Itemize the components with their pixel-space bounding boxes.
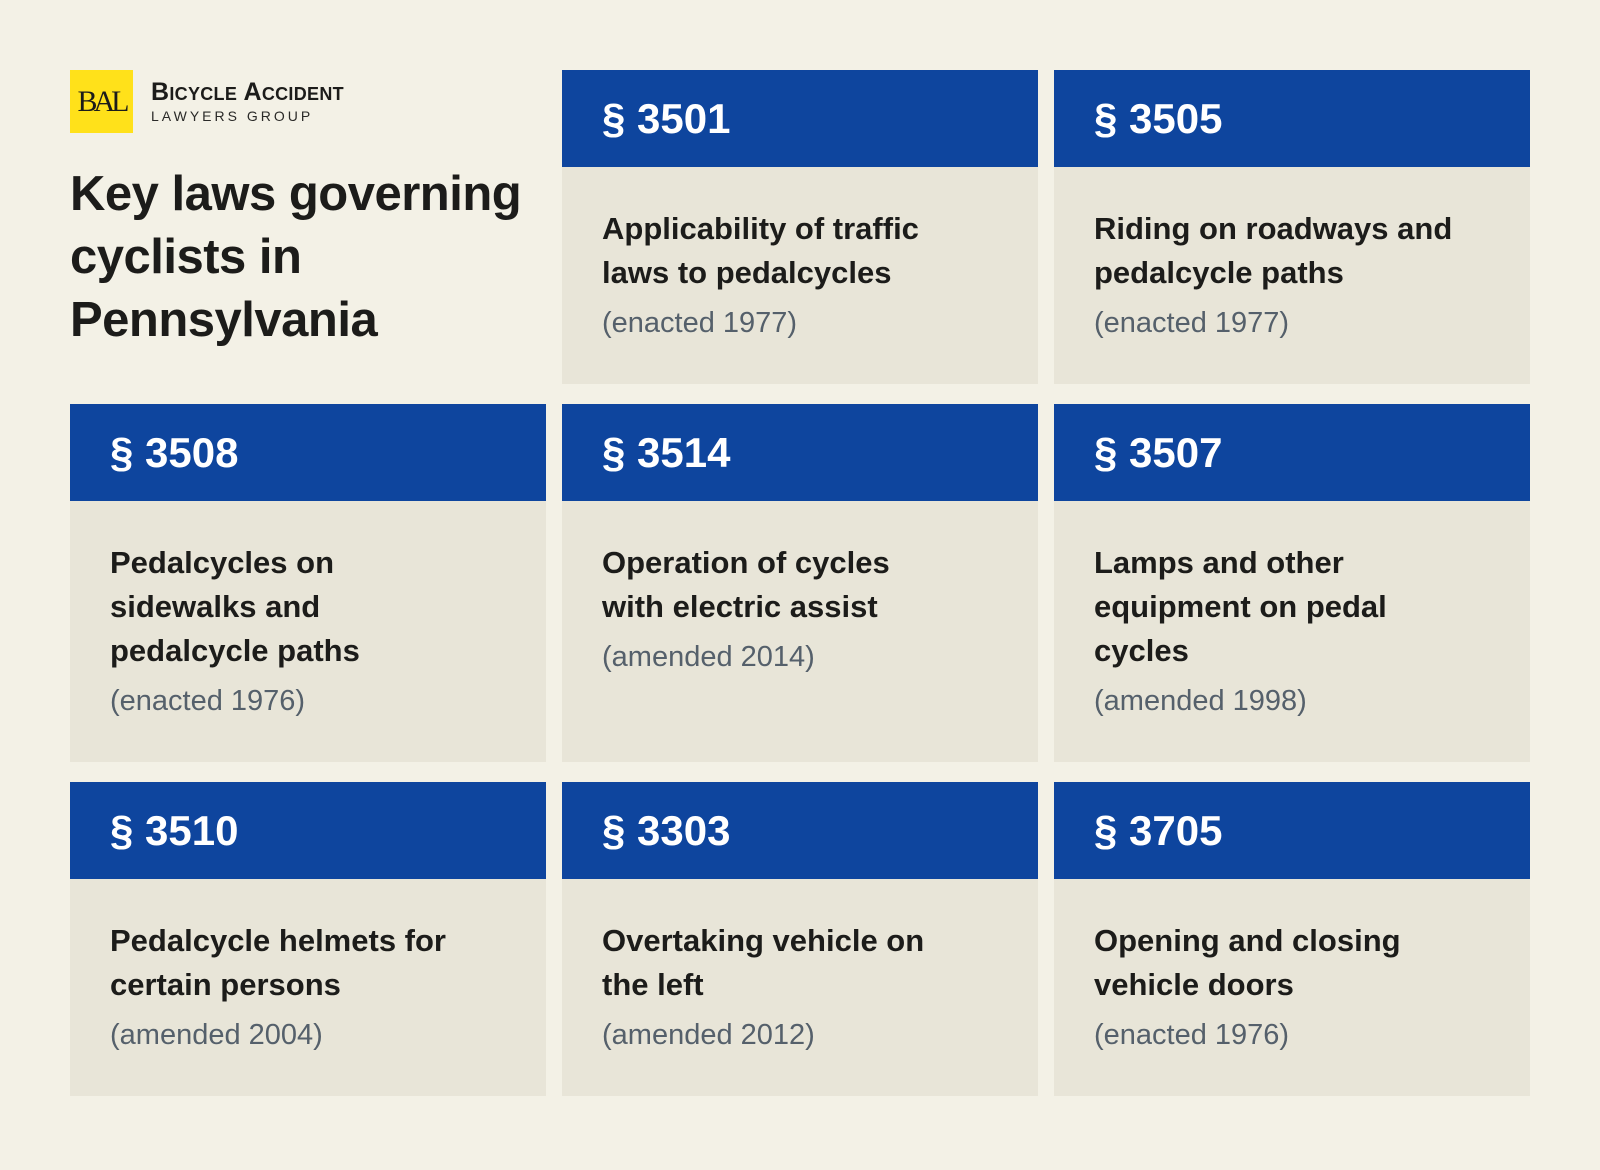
law-card-3508: § 3508 Pedalcycles on sidewalks and peda… — [70, 404, 546, 762]
law-date-note: (amended 2004) — [110, 1019, 323, 1051]
section-number: § 3507 — [1054, 404, 1530, 501]
section-number: § 3510 — [70, 782, 546, 879]
law-description: Operation of cycles with electric assist — [602, 545, 890, 624]
law-date-note: (amended 2014) — [602, 641, 815, 673]
section-number: § 3505 — [1054, 70, 1530, 167]
law-card-3501: § 3501 Applicability of traffic laws to … — [562, 70, 1038, 384]
law-card-3505: § 3505 Riding on roadways and pedalcycle… — [1054, 70, 1530, 384]
law-description: Applicability of traffic laws to pedalcy… — [602, 211, 919, 290]
page-title: Key laws governing cyclists in Pennsylva… — [70, 167, 522, 347]
brand-logo: BAL Bicycle Accident LAWYERS GROUP — [70, 70, 344, 133]
section-number: § 3303 — [562, 782, 1038, 879]
law-description: Opening and closing vehicle doors — [1094, 923, 1401, 1002]
section-number: § 3508 — [70, 404, 546, 501]
brand-name: Bicycle Accident LAWYERS GROUP — [151, 79, 344, 124]
section-number: § 3501 — [562, 70, 1038, 167]
law-description: Overtaking vehicle on the left — [602, 923, 925, 1002]
law-date-note: (amended 2012) — [602, 1019, 815, 1051]
law-description: Pedalcycles on sidewalks and pedalcycle … — [110, 545, 360, 668]
bal-logo-icon: BAL — [70, 70, 133, 133]
law-date-note: (enacted 1976) — [1094, 1019, 1290, 1051]
law-card-3705: § 3705 Opening and closing vehicle doors… — [1054, 782, 1530, 1096]
law-description: Lamps and other equipment on pedal cycle… — [1094, 545, 1387, 668]
law-date-note: (enacted 1976) — [110, 685, 306, 717]
law-card-3507: § 3507 Lamps and other equipment on peda… — [1054, 404, 1530, 762]
law-description: Riding on roadways and pedalcycle paths — [1094, 211, 1453, 290]
law-date-note: (enacted 1977) — [1094, 307, 1290, 339]
law-date-note: (enacted 1977) — [602, 307, 798, 339]
section-number: § 3705 — [1054, 782, 1530, 879]
law-description: Pedalcycle helmets for certain persons — [110, 923, 446, 1002]
law-card-3514: § 3514 Operation of cycles with electric… — [562, 404, 1038, 762]
brand-name-line2: LAWYERS GROUP — [151, 108, 314, 124]
law-date-note: (amended 1998) — [1094, 685, 1307, 717]
section-number: § 3514 — [562, 404, 1038, 501]
brand-name-line1: Bicycle Accident — [151, 78, 344, 106]
law-card-3510: § 3510 Pedalcycle helmets for certain pe… — [70, 782, 546, 1096]
law-card-3303: § 3303 Overtaking vehicle on the left (a… — [562, 782, 1038, 1096]
